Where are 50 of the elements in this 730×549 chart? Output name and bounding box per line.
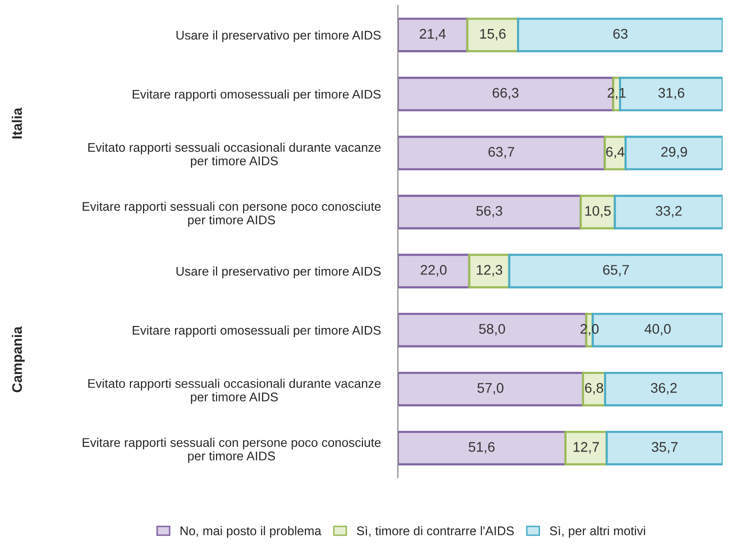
data-label: 40,0 <box>644 324 671 336</box>
y-tick-label: Evitare rapporti omosessuali per timore AIDS <box>132 326 381 338</box>
y-tick-label: Evitato rapporti sessuali occasionali durante vacanze per timore AIDS <box>88 142 381 168</box>
data-label: 65,7 <box>603 264 629 276</box>
data-label: 51,6 <box>468 442 495 454</box>
text: Italia <box>12 108 22 138</box>
bar <box>624 136 723 170</box>
data-label: 63 <box>613 28 628 39</box>
legend-label: Sì, per altri motivi <box>550 526 646 538</box>
text: Campania <box>12 326 25 392</box>
bar <box>466 18 520 52</box>
data-label: 10,5 <box>585 206 611 218</box>
y-tick-label: Usare il preservativo per timore AIDS <box>176 30 381 42</box>
bar <box>508 254 723 288</box>
legend-label: Sì, timore di contrarre l'AIDS <box>356 526 514 537</box>
data-label: 21,4 <box>420 28 446 40</box>
data-label: 15,6 <box>480 28 506 40</box>
data-label: 57,0 <box>477 382 504 394</box>
y-tick-label: Evitato rapporti sessuali occasionali durante vacanze per timore AIDS <box>88 378 381 404</box>
data-label: 31,6 <box>658 88 684 100</box>
data-label: 63,7 <box>488 146 514 158</box>
y-tick-label: Evitare rapporti sessuali con persone poco conosciute per timore AIDS <box>82 202 381 227</box>
bar <box>580 194 616 230</box>
bar <box>398 254 470 288</box>
data-label: 12,3 <box>476 264 502 276</box>
data-label: 29,9 <box>661 146 687 158</box>
bar <box>398 136 606 170</box>
bar <box>398 430 567 466</box>
bar <box>398 18 468 52</box>
y-tick-label: Evitare rapporti omosessuali per timore AIDS <box>132 89 381 102</box>
data-label: 66,3 <box>492 88 518 100</box>
data-label: 33,2 <box>656 206 682 218</box>
data-label: 6,4 <box>606 146 624 158</box>
data-label: 36,2 <box>650 382 677 394</box>
bar <box>614 194 723 230</box>
bar <box>398 372 584 406</box>
bar <box>398 194 582 230</box>
bar <box>604 372 723 406</box>
data-label: 12,7 <box>574 442 599 454</box>
data-label: 6,8 <box>585 382 604 394</box>
bar <box>606 430 723 466</box>
legend-label: No, mai posto il problema <box>180 526 322 538</box>
bar <box>564 430 608 466</box>
data-label: 58,0 <box>479 324 506 336</box>
data-label: 56,3 <box>476 206 502 218</box>
y-tick-label: Usare il preservativo per timore AIDS <box>176 266 381 278</box>
data-label: 22,0 <box>420 264 447 276</box>
bar <box>517 18 723 52</box>
y-tick-label: Evitare rapporti sessuali con persone poco conosciute per timore AIDS <box>82 438 381 463</box>
data-label: 35,7 <box>652 442 678 454</box>
